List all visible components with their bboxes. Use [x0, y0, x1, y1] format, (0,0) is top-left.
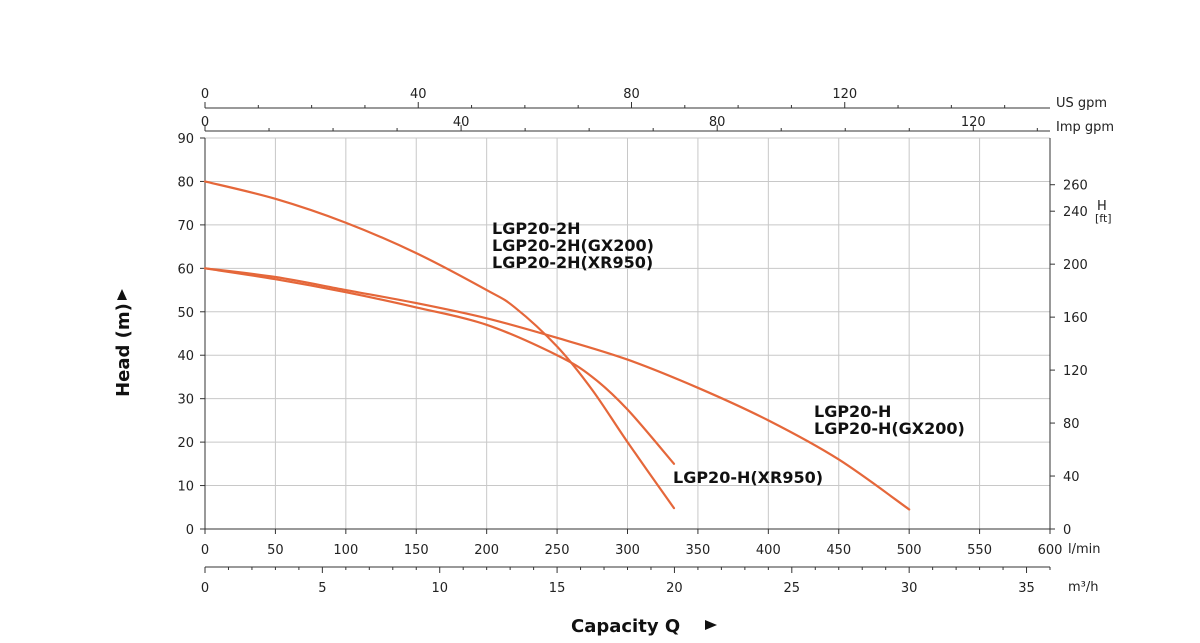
- y-tick-label-m: 10: [177, 480, 194, 495]
- y-tick-label-m: 90: [177, 132, 194, 147]
- tick-labels: 0102030405060708090040801201602002402600…: [177, 87, 1087, 596]
- x-tick-label-m3h: 20: [666, 581, 683, 596]
- y-axis-title: Head (m): [113, 303, 134, 397]
- x-tick-label-m3h: 15: [549, 581, 566, 596]
- x-tick-label-us-gpm: 120: [832, 87, 857, 102]
- lmin-unit-label: l/min: [1068, 542, 1101, 557]
- x-tick-label-lmin: 350: [686, 543, 711, 558]
- y-tick-label-m: 80: [177, 175, 194, 190]
- curve-series-1: [203, 180, 676, 510]
- x-tick-label-lmin: 500: [897, 543, 922, 558]
- m3h-unit-label: m³/h: [1068, 580, 1099, 595]
- x-tick-label-lmin: 150: [404, 543, 429, 558]
- imp-gpm-unit-label: Imp gpm: [1056, 120, 1114, 135]
- y-tick-label-ft: 120: [1063, 364, 1088, 379]
- us-gpm-unit-label: US gpm: [1056, 96, 1107, 111]
- curve-label-lgp20-2h: LGP20-2H: [492, 219, 580, 238]
- x-axis-arrow-icon: [705, 620, 717, 630]
- x-tick-label-m3h: 10: [431, 581, 448, 596]
- y-tick-label-m: 40: [177, 349, 194, 364]
- x-tick-label-lmin: 300: [615, 543, 640, 558]
- grid: [205, 137, 1050, 529]
- x-tick-label-us-gpm: 40: [410, 87, 427, 102]
- y-tick-label-m: 0: [186, 523, 194, 538]
- x-tick-label-lmin: 450: [826, 543, 851, 558]
- x-tick-label-m3h: 30: [901, 581, 918, 596]
- x-tick-label-lmin: 100: [333, 543, 358, 558]
- x-tick-label-imp-gpm: 40: [453, 115, 470, 130]
- x-tick-label-lmin: 50: [267, 543, 284, 558]
- x-axis-title: Capacity Q: [571, 616, 680, 637]
- y-tick-label-ft: 80: [1063, 417, 1080, 432]
- y-tick-label-m: 60: [177, 262, 194, 277]
- y-axis-title-text: Head (m): [113, 303, 134, 397]
- curve-label-lgp20-2h-gx200: LGP20-2H(GX200): [492, 236, 654, 255]
- x-tick-label-lmin: 600: [1038, 543, 1063, 558]
- curve-label-lgp20-2h-xr950: LGP20-2H(XR950): [492, 253, 653, 272]
- curve-series-2: [203, 267, 676, 465]
- y-tick-label-m: 50: [177, 306, 194, 321]
- x-tick-label-lmin: 550: [967, 543, 992, 558]
- y-axis-arrow-icon: [117, 289, 127, 300]
- curve-label-lgp20-h: LGP20-H: [814, 402, 891, 421]
- x-tick-label-us-gpm: 80: [623, 87, 640, 102]
- y-tick-label-ft: 160: [1063, 311, 1088, 326]
- y-tick-label-ft: 240: [1063, 205, 1088, 220]
- axes: [200, 102, 1055, 573]
- x-tick-label-lmin: 0: [201, 543, 209, 558]
- y-tick-label-m: 20: [177, 436, 194, 451]
- x-tick-label-us-gpm: 0: [201, 87, 209, 102]
- x-tick-label-lmin: 200: [474, 543, 499, 558]
- curve-label-lgp20-h-xr950: LGP20-H(XR950): [673, 468, 823, 487]
- x-tick-label-imp-gpm: 120: [961, 115, 986, 130]
- x-tick-label-lmin: 400: [756, 543, 781, 558]
- ft-unit-sublabel: [ft]: [1095, 212, 1112, 225]
- x-tick-label-m3h: 0: [201, 581, 209, 596]
- ft-unit-label: H: [1097, 199, 1107, 214]
- x-tick-label-m3h: 5: [318, 581, 326, 596]
- curves: [203, 180, 911, 511]
- y-tick-label-ft: 0: [1063, 523, 1071, 538]
- x-tick-label-lmin: 250: [545, 543, 570, 558]
- x-tick-label-imp-gpm: 0: [201, 115, 209, 130]
- y-tick-label-ft: 260: [1063, 179, 1088, 194]
- y-tick-label-ft: 200: [1063, 258, 1088, 273]
- curve-label-lgp20-h-gx200: LGP20-H(GX200): [814, 419, 965, 438]
- y-tick-label-m: 70: [177, 219, 194, 234]
- y-tick-label-m: 30: [177, 393, 194, 408]
- curve-series-3: [203, 267, 911, 511]
- y-tick-label-ft: 40: [1063, 470, 1080, 485]
- x-tick-label-m3h: 35: [1018, 581, 1035, 596]
- x-tick-label-imp-gpm: 80: [709, 115, 726, 130]
- x-tick-label-m3h: 25: [784, 581, 801, 596]
